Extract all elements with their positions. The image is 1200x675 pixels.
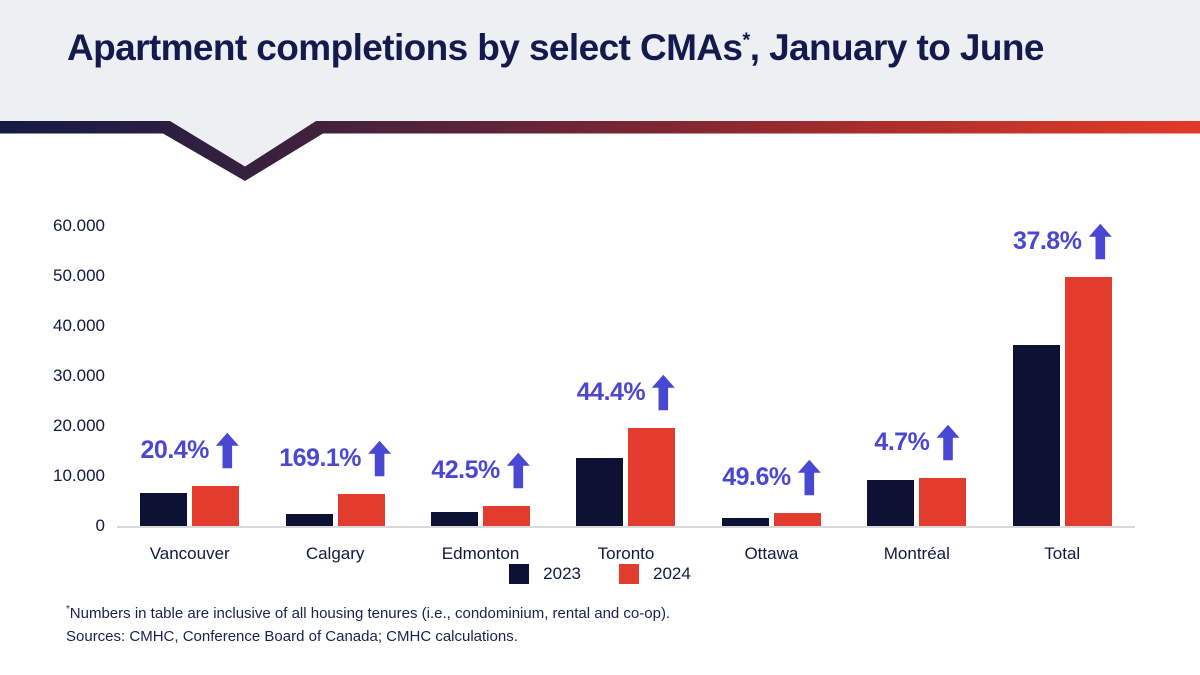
bar-group: 49.6% Ottawa [699, 226, 844, 563]
pct-change-annotation: 37.8% [1013, 223, 1112, 260]
pct-change-annotation: 44.4% [576, 374, 676, 411]
footnote: *Numbers in table are inclusive of all h… [66, 603, 670, 648]
y-axis: 60.000 50.000 40.000 30.000 20.000 10.000 0 [22, 216, 105, 535]
pct-change-label: 49.6% [722, 463, 791, 492]
bar-group: 37.8% Total [990, 223, 1135, 563]
y-axis-tick-label: 0 [95, 516, 105, 535]
up-arrow-icon [936, 424, 960, 461]
bar-pair [285, 493, 385, 526]
pct-change-label: 44.4% [576, 378, 646, 406]
pct-change-label: 20.4% [140, 435, 210, 464]
y-axis-tick-label: 60.000 [53, 216, 105, 235]
page-title: Apartment completions by select CMAs*, J… [67, 26, 1167, 70]
bar-2023 [721, 517, 769, 526]
bar-2023 [576, 458, 624, 526]
legend-item-2023: 2023 [509, 564, 581, 584]
category-label: Toronto [597, 544, 655, 563]
bar-pair [867, 477, 967, 526]
up-arrow-icon [506, 452, 530, 489]
pct-change-annotation: 42.5% [431, 452, 530, 489]
y-axis-tick-label: 40.000 [53, 316, 105, 335]
bar-2023 [431, 511, 479, 526]
bar-2023 [285, 514, 333, 526]
up-arrow-icon [1088, 223, 1112, 260]
gradient-stripe [0, 121, 1200, 181]
pct-change-label: 4.7% [874, 427, 930, 456]
bar-pair [721, 513, 821, 526]
bar-pair [1012, 276, 1112, 526]
category-label: Edmonton [441, 544, 520, 563]
bar-2023 [140, 492, 188, 526]
legend-label-2023: 2023 [543, 564, 581, 583]
y-axis-tick-label: 20.000 [53, 416, 105, 435]
category-label: Calgary [305, 544, 365, 563]
page-title-asterisk: * [742, 29, 750, 52]
y-axis-tick-label: 50.000 [53, 266, 105, 285]
bar-group: 169.1% Calgary [262, 226, 407, 563]
pct-change-label: 42.5% [431, 455, 500, 484]
footnote-line-2: Sources: CMHC, Conference Board of Canad… [66, 627, 518, 645]
up-arrow-icon [215, 432, 239, 469]
footnote-asterisk: * [66, 604, 70, 615]
legend-label-2024: 2024 [653, 564, 691, 583]
up-arrow-icon [368, 440, 392, 477]
category-label: Vancouver [149, 544, 230, 563]
page-title-text: Apartment completions by select CMAs [67, 27, 743, 68]
legend-swatch-2023-icon [509, 564, 530, 584]
pct-change-label: 169.1% [279, 443, 362, 472]
footnote-line-1-text: Numbers in table are inclusive of all ho… [69, 605, 671, 622]
y-axis-tick-label: 30.000 [53, 366, 105, 385]
bar-pair [431, 505, 531, 526]
bar-2024 [1064, 276, 1112, 526]
pct-change-annotation: 20.4% [141, 432, 239, 469]
up-arrow-icon [652, 374, 676, 411]
bar-pair [140, 485, 240, 526]
legend: 2023 2024 [0, 564, 1200, 584]
bar-group: 44.4% Toronto [553, 226, 698, 563]
bar-group: 42.5% Edmonton [408, 226, 553, 563]
bar-2024 [192, 485, 240, 526]
footnote-line-1: *Numbers in table are inclusive of all h… [66, 603, 670, 626]
y-axis-tick-label: 10.000 [53, 466, 105, 485]
header-ribbon [0, 0, 1200, 181]
bar-2024 [919, 477, 967, 526]
bar-2024 [628, 428, 676, 526]
pct-change-annotation: 49.6% [722, 459, 821, 496]
bar-2023 [1012, 345, 1060, 526]
bar-pair [576, 428, 676, 526]
bar-2023 [867, 479, 915, 526]
up-arrow-icon [797, 459, 821, 496]
category-label: Ottawa [744, 544, 799, 563]
pct-change-label: 37.8% [1013, 226, 1082, 255]
header-background [0, 0, 1200, 167]
legend-item-2024: 2024 [619, 564, 691, 584]
legend-swatch-2024-icon [619, 564, 639, 584]
bar-group: 4.7% Montréal [844, 226, 989, 563]
page-title-suffix: , January to June [749, 27, 1045, 68]
bar-2024 [483, 505, 531, 526]
category-label: Total [1044, 544, 1081, 563]
plot-area: 20.4% Vancouver 169.1% Calgary 42.5% Edmonton… [117, 223, 1135, 563]
category-label: Montréal [883, 544, 950, 563]
pct-change-annotation: 169.1% [279, 440, 392, 477]
bar-2024 [773, 513, 821, 526]
bar-group: 20.4% Vancouver [117, 226, 262, 563]
bar-2024 [337, 493, 385, 526]
pct-change-annotation: 4.7% [874, 424, 960, 461]
